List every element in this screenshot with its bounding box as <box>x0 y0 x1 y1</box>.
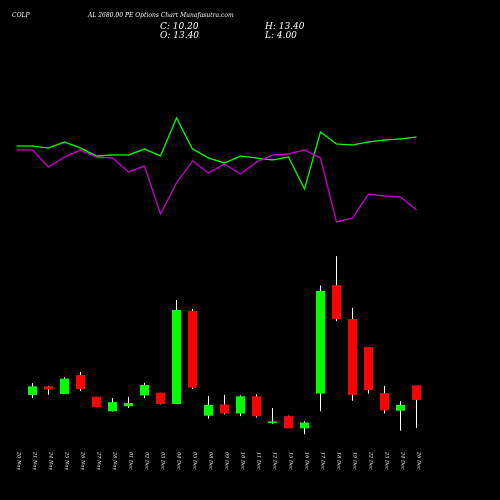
candle-body <box>28 386 37 395</box>
candle-body <box>236 396 245 414</box>
candle-12-dec <box>268 408 277 424</box>
x-tick-label: 23 Dec <box>384 451 390 470</box>
x-tick-label: 11 Dec <box>256 452 262 470</box>
candle-24-nov <box>44 385 53 395</box>
candle-body <box>172 309 181 404</box>
candlesticks <box>28 256 421 435</box>
x-tick-label: 12 Dec <box>272 452 278 470</box>
candle-09-dec <box>220 394 229 415</box>
candle-17-dec <box>316 285 325 412</box>
candle-body <box>156 392 165 404</box>
candle-22-dec <box>364 347 373 394</box>
x-tick-label: 08 Dec <box>208 452 214 470</box>
indicator-lines <box>16 116 417 223</box>
x-tick-label: 09 Dec <box>224 452 230 470</box>
series-line-green <box>16 116 417 191</box>
candle-16-dec <box>300 421 309 435</box>
candle-body <box>92 396 101 408</box>
candle-body <box>396 404 405 411</box>
candle-body <box>60 378 69 395</box>
candle-body <box>332 285 341 319</box>
candle-body <box>284 416 293 429</box>
x-tick-label: 05 Dec <box>192 452 198 470</box>
x-tick-label: 24 Dec <box>400 451 406 470</box>
x-tick-label: 04 Dec <box>176 452 182 470</box>
candle-27-nov <box>92 396 101 408</box>
high-value: H: 13.40 <box>264 22 305 32</box>
candle-04-dec <box>172 300 181 404</box>
candle-body <box>364 347 373 390</box>
candle-23-dec <box>380 385 389 414</box>
x-tick-label: 21 Nov <box>32 451 38 470</box>
x-tick-label: 27 Nov <box>96 451 102 470</box>
candle-body <box>300 422 309 429</box>
chart-title: AL 2680.00 PE Options Chart Munafasutra.… <box>87 12 234 19</box>
symbol-label: COLP <box>12 12 30 19</box>
candle-18-dec <box>332 256 341 322</box>
series-line-magenta <box>16 149 417 223</box>
candle-19-dec <box>348 307 357 401</box>
candle-26-nov <box>76 371 85 391</box>
x-tick-label: 15 Dec <box>288 452 294 470</box>
candle-21-nov <box>28 383 37 399</box>
x-tick-label: 28 Nov <box>112 451 118 470</box>
candle-01-dec <box>124 396 133 409</box>
candle-02-dec <box>140 382 149 399</box>
x-tick-label: 16 Dec <box>304 452 310 470</box>
candle-body <box>204 404 213 416</box>
candle-26-dec <box>412 385 421 428</box>
x-tick-label: 22 Dec <box>368 451 374 470</box>
candle-body <box>188 310 197 388</box>
candle-body <box>316 290 325 394</box>
candle-08-dec <box>204 395 213 419</box>
low-value: L: 4.00 <box>264 31 297 41</box>
candle-body <box>140 384 149 396</box>
x-tick-label: 20 Nov <box>16 451 22 470</box>
candle-body <box>124 403 133 407</box>
x-tick-label: 02 Dec <box>144 452 150 470</box>
x-tick-label: 01 Dec <box>128 452 134 470</box>
x-tick-label: 24 Nov <box>48 451 54 470</box>
candle-body <box>108 402 117 412</box>
x-tick-label: 03 Dec <box>160 452 166 470</box>
candle-body <box>348 318 357 395</box>
candle-body <box>380 393 389 411</box>
x-tick-label: 17 Dec <box>320 452 326 470</box>
candle-03-dec <box>156 392 165 405</box>
candle-body <box>76 375 85 390</box>
close-value: C: 10.20 <box>160 22 199 32</box>
candle-body <box>268 421 277 424</box>
candle-body <box>220 404 229 414</box>
x-tick-label: 10 Dec <box>240 452 246 470</box>
x-tick-label: 18 Dec <box>336 452 342 470</box>
x-tick-label: 26 Dec <box>416 451 422 470</box>
x-tick-label: 19 Dec <box>352 452 358 470</box>
x-axis-ticks: 20 Nov 21 Nov 24 Nov 25 Nov 26 Nov 27 Nov 28 N… <box>16 451 422 470</box>
candle-24-dec <box>396 401 405 431</box>
candle-15-dec <box>284 415 293 429</box>
x-tick-label: 26 Nov <box>80 451 86 470</box>
open-value: O: 13.40 <box>160 31 199 41</box>
candle-body <box>44 386 53 390</box>
candle-body <box>412 385 421 400</box>
candle-28-nov <box>108 398 117 412</box>
candle-25-nov <box>60 377 69 395</box>
candle-body <box>252 396 261 417</box>
candle-05-dec <box>188 309 197 390</box>
x-tick-label: 25 Nov <box>64 451 70 470</box>
candle-10-dec <box>236 395 245 417</box>
candle-11-dec <box>252 394 261 418</box>
